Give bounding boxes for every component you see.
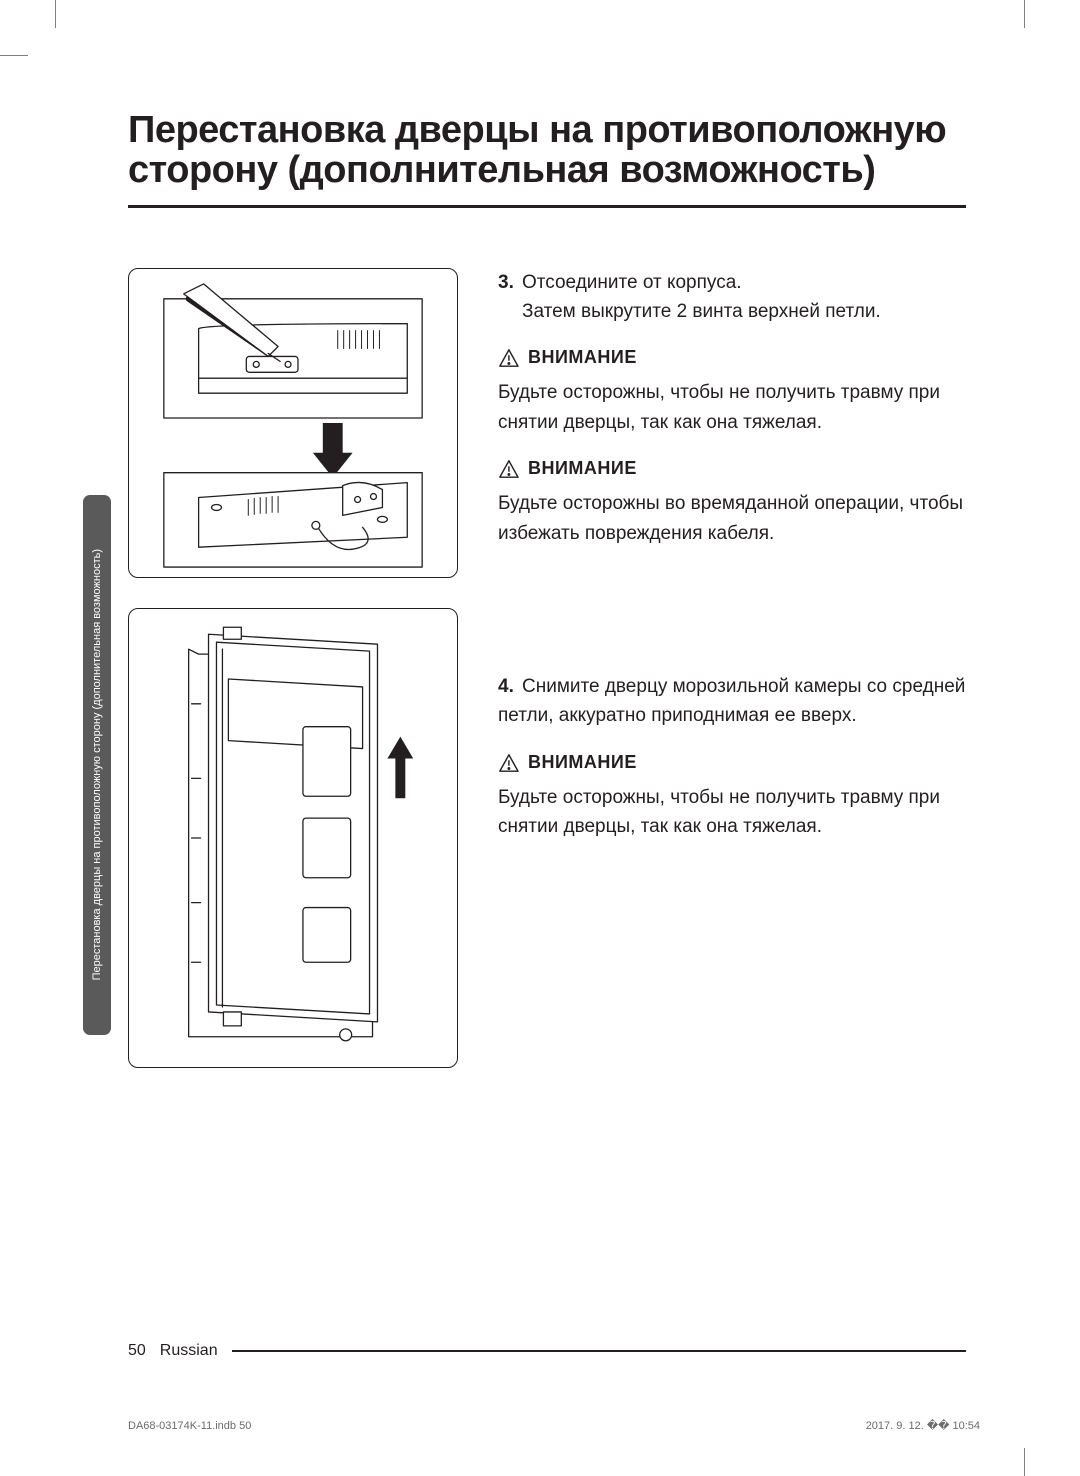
step-text: Затем выкрутите 2 винта верхней петли. <box>522 297 966 326</box>
title-underline <box>128 205 966 208</box>
figure-step-4 <box>128 608 458 1068</box>
caution-label: ВНИМАНИЕ <box>528 344 637 372</box>
step-4: 4.Снимите дверцу морозильной камеры со с… <box>498 672 966 731</box>
step-text: Отсоедините от корпуса. <box>522 272 742 293</box>
caution-label: ВНИМАНИЕ <box>528 455 637 483</box>
diagram-door-lift <box>129 609 457 1067</box>
warning-icon <box>498 459 520 479</box>
diagram-hinge <box>129 269 457 577</box>
section-tab-label: Перестановка дверцы на противоположную с… <box>91 549 103 980</box>
caution-block: ВНИМАНИЕ Будьте осторожны, чтобы не полу… <box>498 749 966 842</box>
caution-block: ВНИМАНИЕ Будьте осторожны, чтобы не полу… <box>498 344 966 437</box>
page-number: 50 <box>128 1342 146 1360</box>
figure-step-3 <box>128 268 458 578</box>
step-number: 3. <box>498 268 522 297</box>
footer-rule <box>232 1350 966 1352</box>
caution-text: Будьте осторожны во времяданной операции… <box>498 489 966 548</box>
print-meta-date: 2017. 9. 12. �� 10:54 <box>866 1419 980 1432</box>
warning-icon <box>498 753 520 773</box>
page-language: Russian <box>160 1342 218 1360</box>
section-tab: Перестановка дверцы на противоположную с… <box>83 495 111 1035</box>
crop-mark <box>1024 1448 1025 1476</box>
crop-mark <box>0 55 28 56</box>
step-3: 3.Отсоедините от корпуса. Затем выкрутит… <box>498 268 966 327</box>
caution-text: Будьте осторожны, чтобы не получить трав… <box>498 783 966 842</box>
page-content: Перестановка дверцы на противоположную с… <box>128 110 966 1068</box>
crop-mark <box>55 0 56 28</box>
caution-block: ВНИМАНИЕ Будьте осторожны во времяданной… <box>498 455 966 548</box>
crop-mark <box>1024 0 1025 28</box>
print-meta-file: DA68-03174K-11.indb 50 <box>128 1420 251 1432</box>
page-title: Перестановка дверцы на противоположную с… <box>128 110 966 191</box>
warning-icon <box>498 348 520 368</box>
page-footer: 50 Russian <box>128 1342 966 1360</box>
step-text: Снимите дверцу морозильной камеры со сре… <box>498 676 965 726</box>
step-number: 4. <box>498 672 522 701</box>
caution-label: ВНИМАНИЕ <box>528 749 637 777</box>
caution-text: Будьте осторожны, чтобы не получить трав… <box>498 378 966 437</box>
